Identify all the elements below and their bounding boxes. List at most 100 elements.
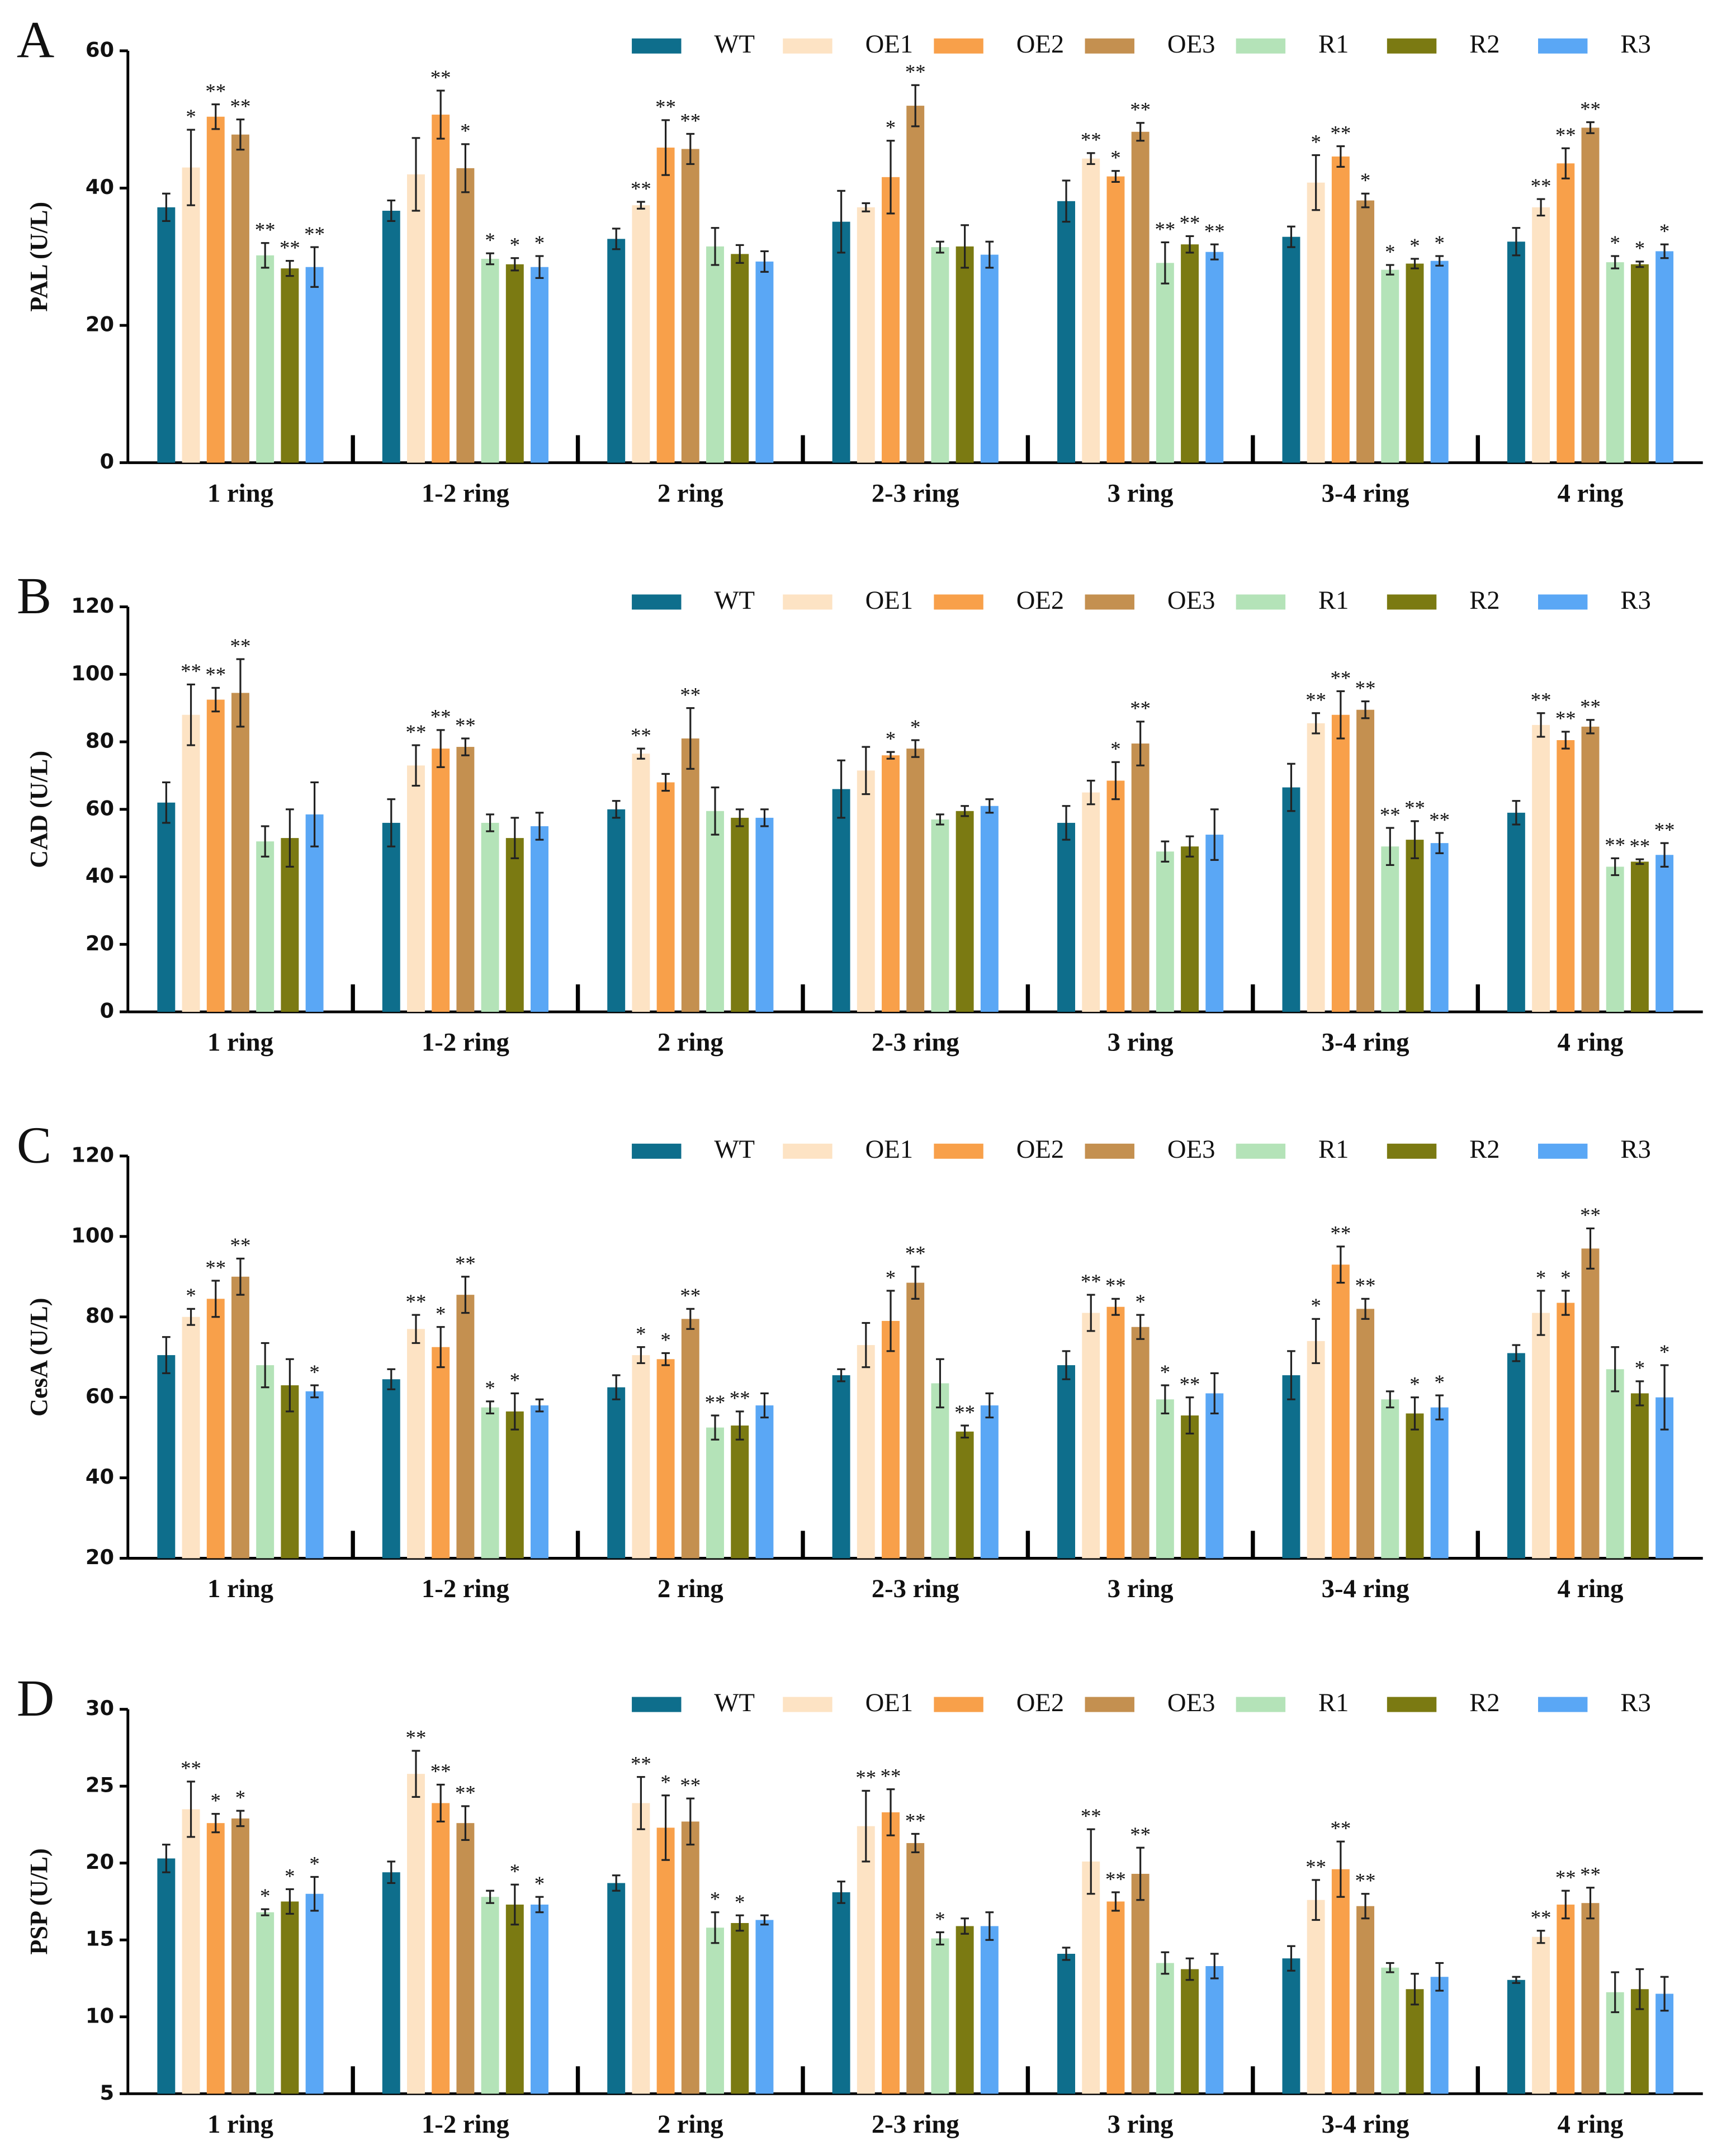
bar	[382, 822, 400, 1012]
error-bar	[1111, 1297, 1120, 1316]
bar	[1307, 1900, 1325, 2094]
bar	[931, 1383, 949, 1559]
bar	[731, 254, 749, 463]
bar	[656, 782, 675, 1012]
y-axis-label: CesA (U/L)	[25, 1298, 53, 1417]
y-tick-label: 120	[71, 594, 114, 618]
significance-label: *	[886, 1266, 896, 1289]
bar	[755, 1920, 774, 2094]
y-axis-label: CAD (U/L)	[25, 751, 53, 868]
error-bar	[1586, 1887, 1595, 1920]
bar	[1557, 163, 1575, 463]
legend-label: OE2	[1016, 1688, 1065, 1717]
error-bar	[1287, 225, 1295, 248]
x-tick-label: 1 ring	[207, 479, 273, 508]
significance-label: *	[309, 1852, 319, 1875]
error-bar	[711, 1414, 720, 1441]
significance-label: **	[455, 1782, 476, 1805]
error-bar	[286, 260, 294, 277]
x-tick-label: 1-2 ring	[422, 2110, 509, 2139]
error-bar	[661, 773, 670, 792]
y-tick-label: 60	[86, 37, 114, 61]
x-tick-label: 2 ring	[657, 1574, 723, 1603]
bar	[1356, 709, 1375, 1012]
bar	[755, 261, 774, 463]
significance-label: *	[285, 1864, 295, 1887]
legend-swatch	[1236, 1143, 1286, 1159]
bar	[1581, 127, 1600, 463]
significance-label: **	[1105, 1868, 1126, 1891]
bar	[481, 1897, 499, 2094]
x-tick-label: 4 ring	[1558, 479, 1624, 508]
x-tick-label: 2 ring	[657, 2110, 723, 2139]
significance-label: *	[636, 1323, 646, 1346]
error-bar	[1161, 1384, 1170, 1415]
error-bar	[1086, 152, 1095, 165]
bar	[1307, 1341, 1325, 1559]
error-bar	[436, 1326, 445, 1368]
bar	[531, 826, 548, 1012]
error-bar	[612, 1374, 621, 1400]
error-bar	[1136, 1846, 1145, 1901]
x-tick-label: 3-4 ring	[1322, 2110, 1409, 2139]
bar	[857, 1826, 875, 2094]
error-bar	[162, 1844, 171, 1873]
error-bar	[187, 1308, 195, 1326]
bar	[281, 268, 299, 463]
y-tick-label: 120	[71, 1143, 114, 1167]
legend-label: OE2	[1016, 30, 1065, 59]
bar	[1532, 207, 1550, 463]
significance-label: **	[1130, 1823, 1151, 1846]
bar	[931, 1938, 949, 2094]
bar	[1557, 740, 1575, 1012]
bar	[1381, 846, 1399, 1012]
significance-label: *	[1659, 220, 1669, 243]
error-bar	[1536, 1930, 1545, 1944]
error-bar	[1611, 1346, 1620, 1393]
error-bar	[1586, 121, 1595, 134]
error-bar	[187, 129, 195, 206]
error-bar	[1086, 779, 1095, 806]
error-bar	[661, 1794, 670, 1861]
bar	[832, 1375, 850, 1559]
legend-swatch	[1387, 38, 1437, 54]
bar	[607, 239, 626, 463]
x-tick-label: 3 ring	[1108, 479, 1174, 508]
significance-label: **	[431, 1760, 451, 1783]
legend-label: R3	[1620, 1135, 1650, 1164]
error-bar	[862, 746, 871, 795]
error-bar	[985, 798, 994, 814]
legend-swatch	[934, 594, 983, 610]
bar	[481, 258, 499, 463]
bar	[906, 1282, 925, 1559]
error-bar	[535, 255, 544, 279]
significance-label: **	[1330, 1817, 1351, 1840]
error-bar	[236, 658, 245, 728]
bar	[1356, 1906, 1375, 2094]
significance-label: *	[460, 120, 470, 143]
error-bar	[486, 1889, 494, 1904]
bar	[1205, 252, 1224, 463]
bar	[1630, 1393, 1649, 1559]
legend-label: R1	[1318, 30, 1349, 59]
error-bar	[1185, 1957, 1194, 1981]
significance-label: **	[1130, 697, 1151, 720]
y-tick-label: 40	[86, 864, 114, 888]
bar	[281, 1901, 299, 2094]
bar	[1181, 1415, 1199, 1559]
significance-label: *	[1434, 1371, 1444, 1394]
bar	[407, 1329, 425, 1559]
significance-label: **	[205, 663, 226, 686]
error-bar	[1660, 1364, 1669, 1431]
error-bar	[1635, 261, 1644, 268]
significance-label: **	[1355, 1869, 1376, 1892]
legend-label: R3	[1620, 30, 1650, 59]
significance-label: *	[886, 116, 896, 139]
error-bar	[1210, 1372, 1219, 1415]
error-bar	[411, 1314, 420, 1344]
error-bar	[837, 190, 845, 254]
bar	[607, 809, 626, 1012]
error-bar	[1512, 227, 1521, 257]
